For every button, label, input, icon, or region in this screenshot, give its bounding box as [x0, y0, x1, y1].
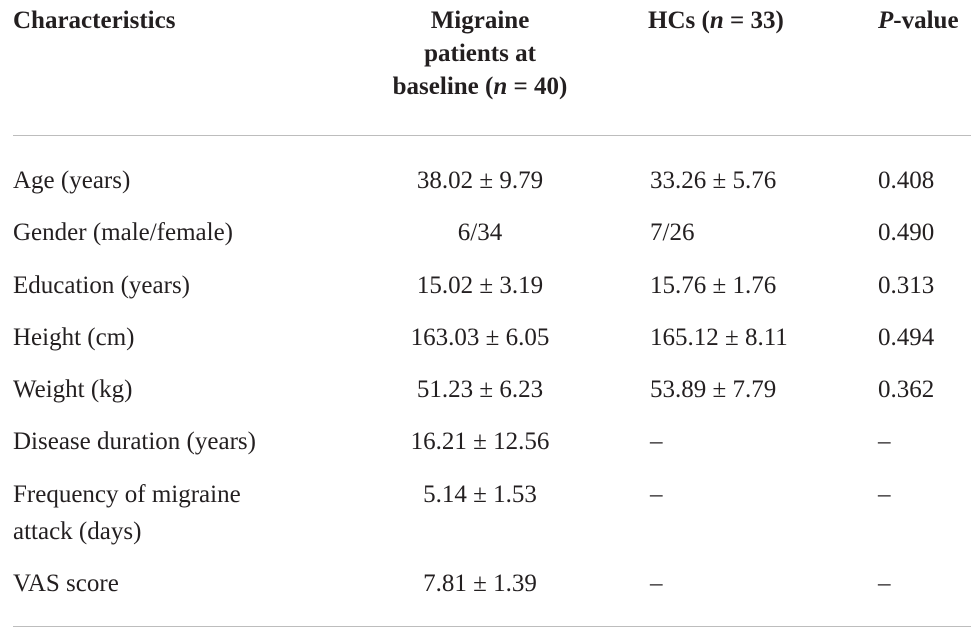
header-p-italic: P	[878, 7, 894, 34]
cell-characteristic: Age (years)	[13, 167, 131, 194]
cell-hc: 15.76 ± 1.76	[650, 272, 777, 299]
header-characteristics: Characteristics	[13, 4, 175, 37]
cell-p-value: –	[878, 570, 891, 597]
header-hc-prefix: HCs (	[648, 7, 710, 34]
cell-characteristic-line1: Frequency of migraine	[13, 481, 241, 508]
cell-characteristic: Education (years)	[13, 272, 191, 299]
header-hc-suffix: = 33)	[723, 7, 784, 34]
cell-p-value: 0.494	[878, 324, 935, 351]
cell-migraine: 6/34	[457, 219, 503, 246]
cell-migraine: 7.81 ± 1.39	[423, 570, 537, 597]
cell-p-value: 0.362	[878, 376, 935, 403]
cell-migraine: 38.02 ± 9.79	[416, 167, 544, 194]
cell-p-value: 0.490	[878, 219, 935, 246]
header-migraine-n: n	[493, 73, 508, 100]
cell-migraine: 15.02 ± 3.19	[416, 272, 544, 299]
header-migraine-suffix: = 40)	[507, 73, 568, 100]
cell-hc: –	[650, 428, 663, 455]
header-hc-n: n	[709, 7, 724, 34]
cell-characteristic-line2: attack (days)	[13, 518, 142, 545]
cell-characteristic: VAS score	[13, 570, 119, 597]
cell-characteristic: Weight (kg)	[13, 376, 133, 403]
table-bottom-rule	[13, 626, 971, 627]
header-healthy-controls: HCs (n = 33)	[648, 4, 784, 37]
cell-migraine: 16.21 ± 12.56	[410, 428, 550, 455]
cell-p-value: –	[878, 428, 891, 455]
header-migraine-line1: Migraine	[430, 7, 530, 34]
header-p-value: P-value	[878, 4, 959, 37]
header-migraine-patients: Migraine patients at baseline (n = 40)	[370, 4, 590, 103]
cell-hc: 33.26 ± 5.76	[650, 167, 777, 194]
cell-characteristic: Disease duration (years)	[13, 428, 256, 455]
cell-hc: –	[650, 570, 663, 597]
cell-hc: –	[650, 481, 663, 508]
header-migraine-line2: patients at	[424, 40, 536, 67]
cell-characteristic: Height (cm)	[13, 324, 135, 351]
header-divider	[13, 135, 971, 136]
cell-migraine: 51.23 ± 6.23	[416, 376, 544, 403]
header-characteristics-text: Characteristics	[13, 7, 176, 34]
cell-p-value: 0.313	[878, 272, 935, 299]
cell-hc: 165.12 ± 8.11	[650, 324, 788, 351]
cell-hc: 53.89 ± 7.79	[650, 376, 777, 403]
cell-p-value: 0.408	[878, 167, 935, 194]
header-migraine-prefix: baseline (	[392, 73, 494, 100]
header-migraine-line3: baseline (n = 40)	[370, 70, 590, 103]
cell-hc: 7/26	[650, 219, 695, 246]
header-p-suffix: -value	[893, 7, 959, 34]
cell-migraine: 163.03 ± 6.05	[410, 324, 550, 351]
cell-migraine: 5.14 ± 1.53	[423, 481, 537, 508]
cell-characteristic: Gender (male/female)	[13, 219, 234, 246]
cell-p-value: –	[878, 481, 891, 508]
cell-characteristic: Frequency of migraine attack (days)	[13, 476, 343, 550]
